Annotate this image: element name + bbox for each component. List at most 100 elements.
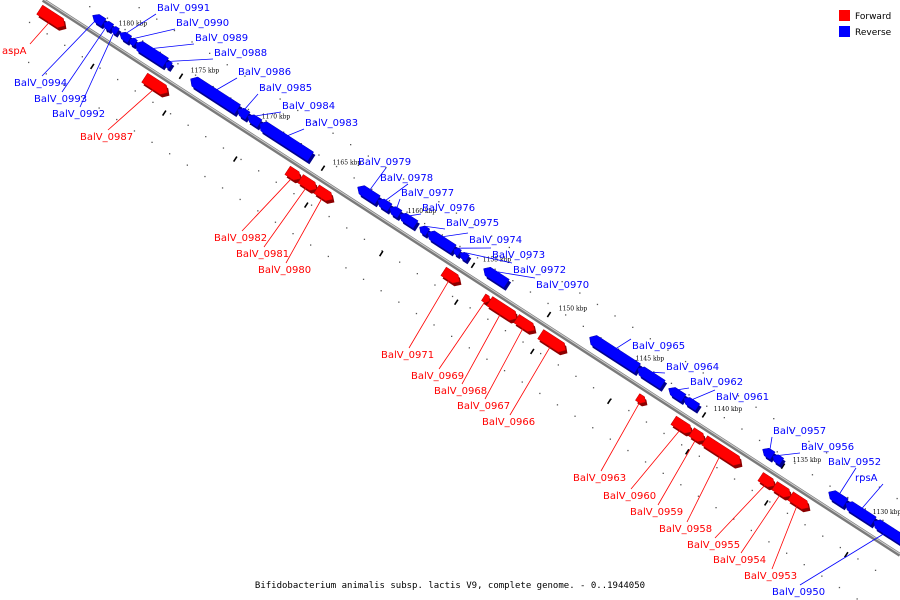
gene-balv_0968[interactable] [486,296,519,324]
guide-dot [508,246,510,249]
gene-label[interactable]: BalV_0965 [632,341,685,352]
gene-balv_0954[interactable] [771,481,793,501]
guide-dot [151,141,153,143]
gene-arrow [481,293,490,304]
gene-label[interactable]: BalV_0956 [801,442,854,453]
gene-balv_0960[interactable] [670,415,694,437]
gene-rpsa[interactable] [845,501,879,529]
gene-label[interactable]: BalV_0968 [434,386,487,397]
gene-label[interactable]: BalV_0961 [716,392,769,403]
gene-balv_0976[interactable] [399,212,420,232]
gene-label[interactable]: BalV_0953 [744,571,797,582]
gene-label[interactable]: BalV_0952 [828,457,881,468]
gene-label[interactable]: BalV_0978 [380,173,433,184]
gene-label[interactable]: BalV_0950 [772,587,825,598]
gene-label[interactable]: BalV_0992 [52,109,105,120]
gene-label[interactable]: BalV_0982 [214,233,267,244]
gene-label[interactable]: BalV_0990 [176,18,229,29]
gene-label[interactable]: BalV_0975 [446,218,499,229]
gene-balv_0987[interactable] [141,72,170,98]
gene-label[interactable]: BalV_0954 [713,555,766,566]
gene-label[interactable]: BalV_0983 [305,118,358,129]
gene-label[interactable]: BalV_0960 [603,491,656,502]
gene-balv_0965[interactable] [589,335,643,376]
scale-tick-label: 1180 kbp [119,21,148,28]
gene-label[interactable]: BalV_0984 [282,101,335,112]
guide-dot [720,383,722,385]
gene-balv_0986[interactable] [190,76,243,117]
gene-leader-line [369,167,387,190]
gene-balv_0979[interactable] [357,185,383,208]
gene-label[interactable]: BalV_0962 [690,377,743,388]
gene-label[interactable]: BalV_0957 [773,426,826,437]
gene-balv_0980[interactable] [313,184,335,204]
gene-label[interactable]: BalV_0955 [687,540,740,551]
gene-label[interactable]: BalV_0974 [469,235,522,246]
gene-label[interactable]: BalV_0994 [14,78,67,89]
gene-label[interactable]: BalV_0972 [513,265,566,276]
gene-label[interactable]: BalV_0986 [238,67,291,78]
gene-balv_0956[interactable] [772,454,786,468]
gene-balv_0983[interactable] [259,121,316,165]
gene-balv_0992[interactable] [111,26,122,38]
gene-leader-line [678,387,690,390]
gene-label[interactable]: BalV_0964 [666,362,719,373]
legend-swatch-forward [839,10,850,21]
gene-leader-line [256,111,282,117]
gene-label[interactable]: BalV_0985 [259,83,312,94]
gene-balv_0961[interactable] [683,397,702,414]
gene-balv_0963[interactable] [635,393,648,407]
gene-label[interactable]: BalV_0980 [258,265,311,276]
gene-balv_0966[interactable] [537,329,568,356]
gene-balv_0974[interactable] [427,230,459,257]
gene-balv_0967[interactable] [513,314,537,335]
scale-tick-minor [606,398,612,405]
guide-dot [28,61,30,64]
gene-label[interactable]: BalV_0970 [536,280,589,291]
gene-balv_0972[interactable] [459,252,472,265]
gene-label[interactable]: BalV_0981 [236,249,289,260]
gene-label[interactable]: BalV_0976 [422,203,475,214]
gene-balv_0975[interactable] [419,225,432,239]
guide-dot [680,484,682,486]
gene-balv_0988[interactable] [165,60,175,72]
gene-label[interactable]: rpsA [855,473,878,484]
gene-label[interactable]: BalV_0959 [630,507,683,518]
gene-label[interactable]: BalV_0963 [573,473,626,484]
gene-label[interactable]: BalV_0973 [492,250,545,261]
gene-label[interactable]: BalV_0988 [214,48,267,59]
gene-balv_0981[interactable] [297,174,319,194]
gene-label[interactable]: BalV_0977 [401,188,454,199]
gene-label[interactable]: BalV_0987 [80,132,133,143]
gene-label[interactable]: BalV_0989 [195,33,248,44]
gene-aspa[interactable] [36,4,67,31]
gene-label[interactable]: BalV_0993 [34,94,87,105]
gene-leader-line [287,128,305,136]
gene-balv_0953[interactable] [787,491,811,513]
gene-balv_0989[interactable] [135,41,171,71]
gene-balv_0952[interactable] [828,490,851,511]
gene-balv_0958[interactable] [701,435,743,469]
guide-dot [755,406,757,408]
gene-leader-line [657,440,696,506]
gene-label[interactable]: BalV_0971 [381,350,434,361]
gene-label[interactable]: BalV_0991 [157,3,210,14]
gene-balv_0962[interactable] [668,387,688,405]
gene-balv_0993[interactable] [103,21,116,35]
gene-label[interactable]: BalV_0979 [358,157,411,168]
gene-label[interactable]: BalV_0958 [659,524,712,535]
guide-dot [663,432,665,435]
guide-dot [864,508,866,510]
guide-dot [380,290,382,292]
gene-label[interactable]: BalV_0966 [482,417,535,428]
scale-tick [546,311,552,318]
gene-label[interactable]: aspA [2,46,27,57]
gene-label[interactable]: BalV_0967 [457,401,510,412]
gene-balv_0964[interactable] [637,366,668,392]
guide-dot [856,598,858,600]
gene-balv_0971[interactable] [440,266,462,287]
gene-label[interactable]: BalV_0969 [411,371,464,382]
gene-balv_0970[interactable] [483,266,512,291]
guide-dot [314,121,317,123]
